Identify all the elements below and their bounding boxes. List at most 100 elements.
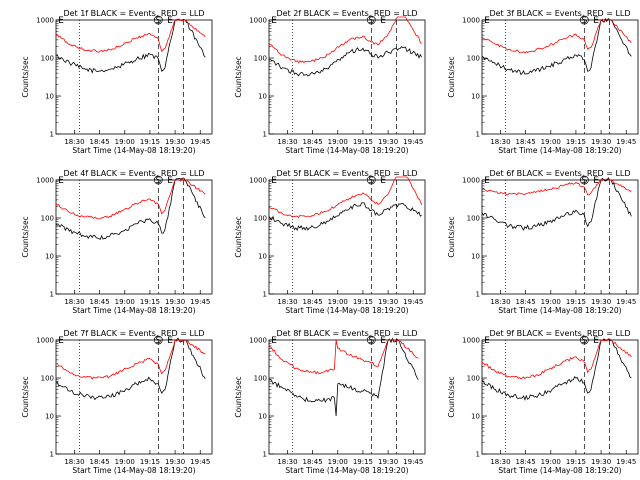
- marker-s-ring: [153, 175, 163, 185]
- y-tick-label: 1: [50, 291, 54, 299]
- marker-s-ring: [579, 335, 589, 345]
- x-tick-label: 19:45: [190, 138, 210, 146]
- lld-series-line: [481, 338, 632, 380]
- detector-panel: Det 9f BLACK = Events, RED = LLD 1 10 100 10…: [447, 329, 639, 475]
- events-series-line: [268, 202, 422, 232]
- y-tick-label: 1000: [462, 17, 480, 25]
- marker-s-ring: [579, 175, 589, 185]
- x-tick-label: 19:00: [115, 458, 135, 466]
- y-tick-label: 100: [254, 55, 267, 63]
- detector-panel: Det 6f BLACK = Events, RED = LLD 1 10 100 10…: [447, 169, 639, 315]
- marker-e-left-label: E: [484, 16, 490, 26]
- panel-title: Det 8f BLACK = Events, RED = LLD: [276, 329, 417, 338]
- y-tick-label: 10: [471, 413, 480, 421]
- y-tick-label: 10: [45, 253, 54, 261]
- detector-panel: Det 5f BLACK = Events, RED = LLD 1 10 100 10…: [234, 169, 426, 315]
- y-tick-label: 100: [467, 55, 480, 63]
- x-tick-label: 19:00: [328, 298, 348, 306]
- events-series-line: [481, 177, 632, 231]
- plot-frame: [481, 19, 639, 135]
- x-tick-label: 19:45: [616, 298, 636, 306]
- marker-e-label: E: [593, 16, 599, 26]
- lld-series-line: [268, 176, 422, 219]
- lld-series-line: [268, 16, 422, 64]
- x-tick-label: 18:45: [90, 298, 110, 306]
- y-tick-label: 10: [471, 253, 480, 261]
- x-tick-label: 19:15: [353, 458, 373, 466]
- events-series-line: [269, 46, 422, 77]
- x-tick-label: 19:15: [353, 138, 373, 146]
- x-tick-label: 19:15: [353, 298, 373, 306]
- marker-s-ring: [579, 15, 589, 25]
- x-tick-label: 19:45: [616, 138, 636, 146]
- marker-e-label: E: [167, 16, 173, 26]
- y-axis-label: Counts/sec: [447, 56, 456, 97]
- y-tick-label: 1000: [462, 337, 480, 345]
- x-axis-label: Start Time (14-May-08 18:19:20): [285, 306, 408, 315]
- plot-frame: [55, 339, 213, 455]
- panel-title: Det 2f BLACK = Events, RED = LLD: [276, 9, 417, 18]
- y-tick-label: 1: [476, 451, 480, 459]
- marker-s-label: S: [155, 16, 161, 26]
- y-tick-label: 1: [50, 131, 54, 139]
- x-tick-label: 18:30: [490, 138, 510, 146]
- plot-frame: [268, 339, 426, 455]
- x-axis-label: Start Time (14-May-08 18:19:20): [72, 146, 195, 155]
- y-tick-label: 100: [254, 215, 267, 223]
- marker-e-left-label: E: [271, 16, 277, 26]
- detector-panel: Det 7f BLACK = Events, RED = LLD 1 10 100 10…: [21, 329, 213, 475]
- x-tick-label: 18:45: [516, 138, 536, 146]
- y-axis-label: Counts/sec: [234, 216, 243, 257]
- x-tick-label: 18:30: [490, 458, 510, 466]
- panel-title: Det 5f BLACK = Events, RED = LLD: [276, 169, 417, 178]
- x-tick-label: 19:15: [566, 298, 586, 306]
- lld-series-line: [481, 18, 632, 54]
- x-tick-label: 18:30: [277, 458, 297, 466]
- x-axis-label: Start Time (14-May-08 18:19:20): [72, 466, 195, 475]
- lld-series-line: [268, 338, 419, 375]
- y-tick-label: 1: [50, 451, 54, 459]
- x-tick-label: 19:45: [403, 298, 423, 306]
- marker-e-left-label: E: [58, 336, 64, 346]
- marker-s-label: S: [581, 176, 587, 186]
- x-tick-label: 18:30: [277, 138, 297, 146]
- x-tick-label: 18:45: [303, 138, 323, 146]
- panel-title: Det 7f BLACK = Events, RED = LLD: [63, 329, 204, 338]
- y-tick-label: 10: [258, 253, 267, 261]
- lld-series-line: [481, 178, 632, 196]
- x-tick-label: 19:00: [328, 138, 348, 146]
- x-tick-label: 18:30: [64, 458, 84, 466]
- x-tick-label: 19:30: [165, 138, 185, 146]
- y-tick-label: 10: [45, 413, 54, 421]
- x-tick-label: 19:45: [190, 298, 210, 306]
- detector-panel: Det 1f BLACK = Events, RED = LLD 1 10 100 10…: [21, 9, 213, 155]
- events-series-line: [55, 18, 206, 74]
- x-tick-label: 18:30: [64, 138, 84, 146]
- marker-e-label: E: [167, 336, 173, 346]
- y-axis-label: Counts/sec: [234, 56, 243, 97]
- x-tick-label: 19:30: [591, 138, 611, 146]
- plot-frame: [481, 179, 639, 295]
- y-tick-label: 1000: [249, 337, 267, 345]
- y-axis-label: Counts/sec: [234, 376, 243, 417]
- y-axis-label: Counts/sec: [447, 376, 456, 417]
- y-tick-label: 10: [45, 93, 54, 101]
- panel-title: Det 4f BLACK = Events, RED = LLD: [63, 169, 204, 178]
- y-tick-label: 1: [263, 451, 267, 459]
- marker-e-left-label: E: [58, 16, 64, 26]
- marker-s-label: S: [155, 176, 161, 186]
- x-tick-label: 18:45: [303, 458, 323, 466]
- lld-series-line: [55, 178, 206, 220]
- y-tick-label: 10: [258, 413, 267, 421]
- y-axis-label: Counts/sec: [21, 56, 30, 97]
- y-axis-label: Counts/sec: [21, 216, 30, 257]
- marker-e-label: E: [380, 16, 386, 26]
- x-tick-label: 19:45: [190, 458, 210, 466]
- x-tick-label: 19:00: [541, 458, 561, 466]
- y-tick-label: 1000: [249, 177, 267, 185]
- x-tick-label: 19:30: [378, 458, 398, 466]
- x-axis-label: Start Time (14-May-08 18:19:20): [285, 146, 408, 155]
- panel-title: Det 3f BLACK = Events, RED = LLD: [489, 9, 630, 18]
- y-tick-label: 1000: [462, 177, 480, 185]
- x-tick-label: 19:00: [115, 138, 135, 146]
